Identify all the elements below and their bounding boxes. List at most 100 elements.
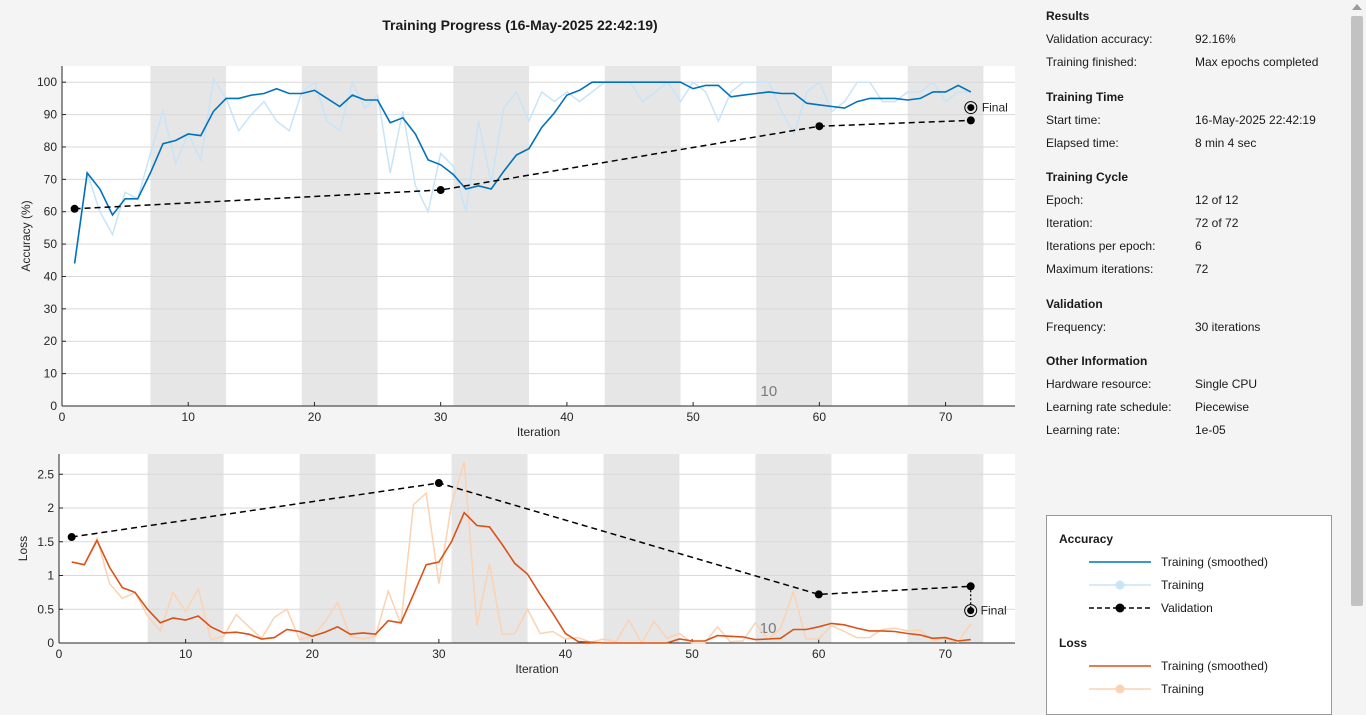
acc-validation-point bbox=[966, 116, 975, 125]
acc-training-smoothed-line bbox=[73, 81, 972, 264]
info-value: 6 bbox=[1195, 239, 1202, 253]
info-value: 8 min 4 sec bbox=[1195, 136, 1257, 150]
info-label: Epoch: bbox=[1046, 193, 1084, 207]
acc-epoch-annotation: 10 bbox=[761, 383, 778, 400]
loss-validation-point bbox=[814, 590, 823, 599]
acc-validation-point bbox=[815, 122, 824, 131]
legend-acc-smoothed-swatch bbox=[1089, 561, 1151, 563]
info-label: Validation accuracy: bbox=[1046, 32, 1153, 46]
acc-y-tick-label: 60 bbox=[44, 205, 58, 219]
loss-epoch-band bbox=[451, 454, 528, 643]
info-row: Elapsed time: 8 min 4 sec bbox=[1046, 135, 1346, 158]
acc-epoch-band bbox=[604, 66, 681, 406]
acc-validation-point bbox=[436, 186, 445, 195]
loss-chart: 0 0.5 1 1.5 2 2.5 0 10 20 30 40 50 60 70 Iteration Loss… bbox=[16, 454, 1015, 676]
info-row: Learning rate schedule: Piecewise bbox=[1046, 399, 1346, 422]
loss-epoch-band bbox=[299, 454, 376, 643]
acc-epoch-band bbox=[301, 66, 378, 406]
info-row: Learning rate: 1e-05 bbox=[1046, 422, 1346, 445]
chart-title: Training Progress (16-May-2025 22:42:19) bbox=[382, 17, 658, 33]
acc-y-tick-label: 20 bbox=[44, 334, 58, 348]
loss-epoch-band bbox=[147, 454, 224, 643]
info-value: 1e-05 bbox=[1195, 423, 1226, 437]
training-cycle-section: Training Cycle Epoch: 12 of 12 Iteration:… bbox=[1046, 169, 1346, 284]
acc-final-label: Final bbox=[982, 101, 1008, 115]
acc-y-tick-label: 100 bbox=[37, 75, 57, 89]
info-row: Start time: 16-May-2025 22:42:19 bbox=[1046, 112, 1346, 135]
legend-loss-smoothed-label: Training (smoothed) bbox=[1161, 659, 1268, 673]
scroll-up-icon[interactable] bbox=[1352, 4, 1362, 10]
info-label: Start time: bbox=[1046, 113, 1101, 127]
info-row: Training finished: Max epochs completed bbox=[1046, 54, 1346, 77]
info-value: 12 of 12 bbox=[1195, 193, 1239, 207]
acc-x-axis-label: Iteration bbox=[517, 425, 560, 439]
loss-validation-point bbox=[67, 533, 76, 542]
legend-loss-raw-swatch bbox=[1089, 684, 1151, 694]
scrollbar[interactable] bbox=[1351, 16, 1363, 606]
validation-heading: Validation bbox=[1046, 297, 1103, 311]
acc-x-tick-label: 0 bbox=[59, 410, 66, 424]
other-info-heading: Other Information bbox=[1046, 354, 1148, 368]
info-label: Learning rate: bbox=[1046, 423, 1121, 437]
loss-x-tick-label: 30 bbox=[432, 647, 446, 661]
info-value: 16-May-2025 22:42:19 bbox=[1195, 113, 1316, 127]
loss-y-tick-label: 2.5 bbox=[37, 467, 54, 481]
legend-acc-smoothed-label: Training (smoothed) bbox=[1161, 555, 1268, 569]
acc-y-tick-label: 0 bbox=[50, 399, 57, 413]
info-row: Frequency: 30 iterations bbox=[1046, 319, 1346, 342]
training-time-heading: Training Time bbox=[1046, 90, 1124, 104]
loss-epoch-band bbox=[603, 454, 680, 643]
acc-y-tick-label: 90 bbox=[44, 108, 58, 122]
info-label: Hardware resource: bbox=[1046, 377, 1152, 391]
results-heading: Results bbox=[1046, 9, 1090, 23]
acc-training-raw-line bbox=[73, 76, 971, 264]
validation-section: Validation Frequency: 30 iterations bbox=[1046, 296, 1346, 342]
loss-final-label: Final bbox=[981, 604, 1007, 618]
loss-x-tick-label: 60 bbox=[812, 647, 826, 661]
loss-y-tick-label: 1.5 bbox=[37, 535, 54, 549]
acc-x-tick-label: 70 bbox=[939, 410, 953, 424]
acc-y-tick-label: 30 bbox=[44, 302, 58, 316]
info-label: Training finished: bbox=[1046, 55, 1137, 69]
loss-x-tick-label: 50 bbox=[685, 647, 699, 661]
info-value: 30 iterations bbox=[1195, 320, 1261, 334]
loss-y-axis-label: Loss bbox=[16, 536, 30, 561]
acc-y-axis-label: Accuracy (%) bbox=[19, 200, 33, 271]
acc-epoch-band bbox=[150, 66, 227, 406]
loss-training-raw-line bbox=[71, 461, 972, 645]
loss-training-smoothed-line bbox=[71, 511, 971, 644]
acc-epoch-band bbox=[453, 66, 530, 406]
loss-validation-point bbox=[434, 479, 443, 488]
plot-area: Training Progress (16-May-2025 22:42:19)… bbox=[16, 17, 1015, 676]
loss-y-tick-label: 2 bbox=[47, 501, 54, 515]
info-value: 72 bbox=[1195, 262, 1209, 276]
info-row: Epoch: 12 of 12 bbox=[1046, 192, 1346, 215]
info-value: 72 of 72 bbox=[1195, 216, 1239, 230]
results-section: Results Validation accuracy: 92.16% Train… bbox=[1046, 8, 1346, 77]
loss-y-tick-label: 0 bbox=[47, 636, 54, 650]
acc-y-tick-label: 40 bbox=[44, 269, 58, 283]
loss-validation-line bbox=[71, 482, 971, 596]
acc-x-tick-label: 30 bbox=[434, 410, 448, 424]
info-label: Iteration: bbox=[1046, 216, 1093, 230]
info-value: 92.16% bbox=[1195, 32, 1236, 46]
other-info-section: Other Information Hardware resource: Sing… bbox=[1046, 353, 1346, 445]
acc-final-marker-ring bbox=[964, 101, 978, 115]
training-time-section: Training Time Start time: 16-May-2025 22:… bbox=[1046, 89, 1346, 158]
acc-y-tick-label: 70 bbox=[44, 172, 58, 186]
info-label: Elapsed time: bbox=[1046, 136, 1119, 150]
loss-epoch-band bbox=[755, 454, 832, 643]
loss-y-tick-label: 1 bbox=[47, 569, 54, 583]
loss-epoch-annotation: 10 bbox=[760, 620, 777, 637]
loss-y-tick-label: 0.5 bbox=[37, 602, 54, 616]
info-label: Learning rate schedule: bbox=[1046, 400, 1172, 414]
acc-final-marker bbox=[967, 104, 975, 112]
acc-x-tick-label: 60 bbox=[813, 410, 827, 424]
loss-x-tick-label: 20 bbox=[306, 647, 320, 661]
accuracy-chart: 0 10 20 30 40 50 60 70 80 90 100 0 10 20 30 40 50 60 70 Ite… bbox=[19, 66, 1015, 439]
legend-accuracy-heading: Accuracy bbox=[1059, 532, 1114, 546]
loss-final-marker bbox=[967, 607, 975, 615]
acc-validation-point bbox=[70, 204, 79, 213]
info-value: Piecewise bbox=[1195, 400, 1250, 414]
loss-final-marker-ring bbox=[964, 604, 978, 618]
